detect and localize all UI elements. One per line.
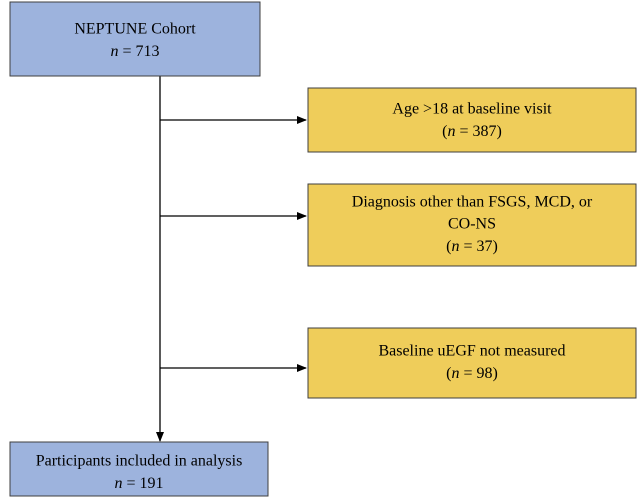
box-text: Diagnosis other than FSGS, MCD, or — [352, 194, 593, 211]
box-text: Age >18 at baseline visit — [392, 101, 552, 118]
box-count: n = 191 — [114, 475, 163, 492]
box-count: (n = 387) — [442, 123, 502, 140]
exclusion-box — [307, 87, 637, 153]
box-text: NEPTUNE Cohort — [74, 21, 196, 38]
box-text: CO-NS — [448, 216, 496, 233]
box-text: Baseline uEGF not measured — [378, 343, 565, 360]
analysis-box — [9, 441, 269, 497]
box-text: Participants included in analysis — [36, 453, 243, 470]
box-count: (n = 37) — [446, 238, 498, 255]
box-count: (n = 98) — [446, 365, 498, 382]
cohort-box — [9, 1, 261, 77]
exclusion-box — [307, 327, 637, 399]
box-count: n = 713 — [110, 43, 159, 60]
exclusion-box — [307, 183, 637, 267]
